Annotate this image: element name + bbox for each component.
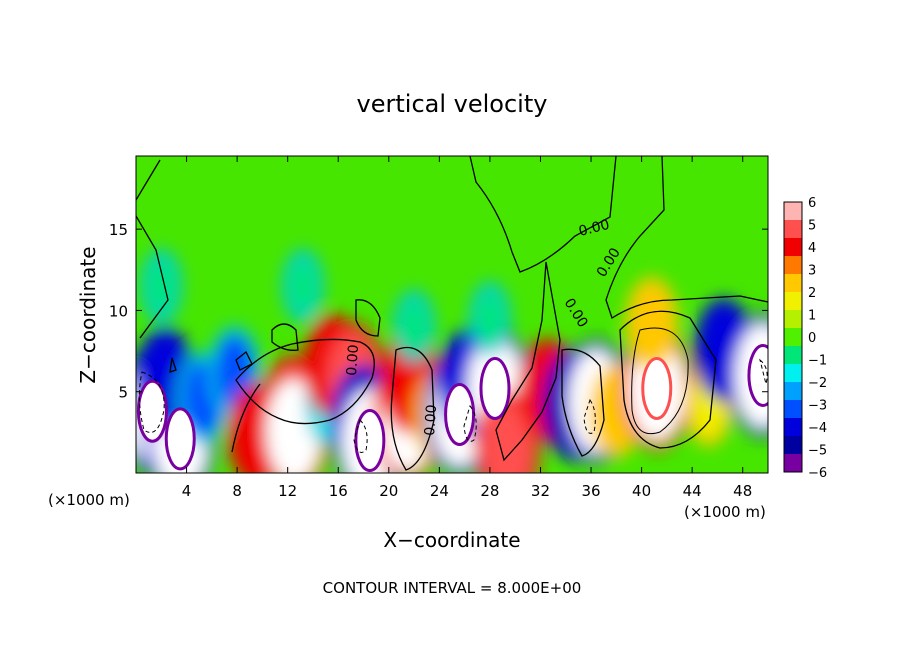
colorbar-swatch — [784, 202, 802, 221]
colorbar-swatch — [784, 292, 802, 311]
colorbar-swatch — [784, 238, 802, 257]
colorbar-tick-label: −1 — [808, 354, 827, 369]
velocity-core — [136, 379, 168, 443]
colorbar-tick-label: 6 — [808, 196, 816, 211]
negative-contour-line — [759, 358, 768, 385]
negative-contour-line — [583, 398, 596, 434]
x-tick-label: 16 — [329, 482, 348, 500]
colorbar-swatch — [784, 256, 802, 275]
zero-contour-line — [631, 327, 689, 435]
negative-contour-line — [353, 419, 368, 453]
velocity-core — [479, 356, 511, 420]
x-axis: 4 8 12 16 20 24 28 32 36 40 44 48 — [182, 156, 752, 500]
x-tick-label: 48 — [733, 482, 752, 500]
colorbar-tick-label: 5 — [808, 219, 816, 234]
colorbar-swatch — [784, 364, 802, 383]
plot-area: 0.00 0.00 0.00 0.00 0.00 4 8 12 16 20 24 28 32 3… — [109, 155, 769, 500]
x-tick-label: 20 — [379, 482, 398, 500]
contour-label: 0.00 — [344, 344, 362, 376]
negative-contour-line — [138, 371, 165, 433]
colorbar-swatch — [784, 382, 802, 401]
colorbar-tick-label: −3 — [808, 399, 827, 414]
x-axis-label: X−coordinate — [383, 528, 520, 552]
x-tick-label: 12 — [278, 482, 297, 500]
zero-contour-line — [235, 350, 253, 371]
zero-contours — [136, 156, 768, 471]
velocity-cell — [401, 299, 428, 354]
x-tick-label: 28 — [480, 482, 499, 500]
negative-contour-line — [463, 404, 477, 442]
colorbar-tick-label: 3 — [808, 264, 816, 279]
contour-label: 0.00 — [422, 404, 440, 436]
colorbar-swatch — [784, 346, 802, 365]
velocity-core — [164, 407, 196, 471]
colorbar: 6 5 4 3 2 1 0 −1 −2 −3 −4 −5 −6 — [783, 196, 827, 481]
zero-contour-line — [271, 323, 299, 351]
x-tick-label: 44 — [683, 482, 702, 500]
x-tick-label: 32 — [531, 482, 550, 500]
zero-contour-line — [469, 156, 617, 273]
zero-contour-line — [619, 310, 717, 449]
velocity-core — [354, 408, 386, 472]
colorbar-tick-label: −2 — [808, 376, 827, 391]
colorbar-swatch — [784, 328, 802, 347]
velocity-core — [747, 343, 768, 407]
colorbar-swatch — [784, 454, 802, 473]
velocity-core — [641, 356, 673, 420]
zero-contour-line — [495, 261, 561, 462]
colorbar-tick-label: 2 — [808, 286, 816, 301]
colorbar-tick-label: −4 — [808, 421, 827, 436]
velocity-cell — [148, 259, 175, 314]
x-unit-right: (×1000 m) — [684, 503, 766, 521]
y-tick-label: 10 — [109, 302, 128, 320]
zero-contour-line — [605, 156, 768, 319]
contour-interval-note: CONTOUR INTERVAL = 8.000E+00 — [323, 579, 582, 597]
colorbar-swatch — [784, 310, 802, 329]
colorbar-tick-label: 0 — [808, 331, 816, 346]
zero-contour-line — [169, 357, 177, 373]
negative-contours — [138, 358, 768, 453]
zero-contour-line — [390, 346, 435, 471]
zero-contour-line — [235, 338, 375, 425]
zero-contour-line — [231, 383, 261, 453]
y-axis: 5 10 15 — [109, 221, 768, 402]
x-tick-label: 8 — [232, 482, 242, 500]
zero-contour-line — [561, 348, 605, 457]
x-tick-label: 36 — [581, 482, 600, 500]
colorbar-swatch — [784, 418, 802, 437]
x-tick-label: 40 — [632, 482, 651, 500]
velocity-cell — [632, 286, 671, 361]
velocity-core — [444, 382, 476, 446]
zero-contour-line — [136, 215, 169, 339]
contour-label: 0.00 — [577, 217, 611, 240]
velocity-cell — [476, 291, 503, 346]
colorbar-swatch — [784, 220, 802, 239]
zero-contour-line — [355, 299, 381, 337]
colorbar-swatch — [784, 400, 802, 419]
x-unit-left: (×1000 m) — [48, 491, 130, 509]
colorbar-swatch — [784, 274, 802, 293]
y-tick-label: 15 — [109, 221, 128, 239]
velocity-cell — [289, 259, 316, 314]
colorbar-swatch — [784, 436, 802, 455]
chart-title: vertical velocity — [357, 90, 548, 118]
colorbar-tick-label: 4 — [808, 241, 816, 256]
y-tick-label: 5 — [118, 384, 128, 402]
x-tick-label: 4 — [182, 482, 192, 500]
colorbar-tick-label: −6 — [808, 466, 827, 481]
colorbar-frame — [783, 201, 803, 473]
y-axis-label: Z−coordinate — [76, 246, 100, 383]
plot-frame — [135, 155, 769, 474]
colorbar-tick-label: −5 — [808, 444, 827, 459]
x-tick-label: 24 — [430, 482, 449, 500]
zero-contour-line — [136, 159, 161, 201]
colorbar-tick-label: 1 — [808, 309, 816, 324]
